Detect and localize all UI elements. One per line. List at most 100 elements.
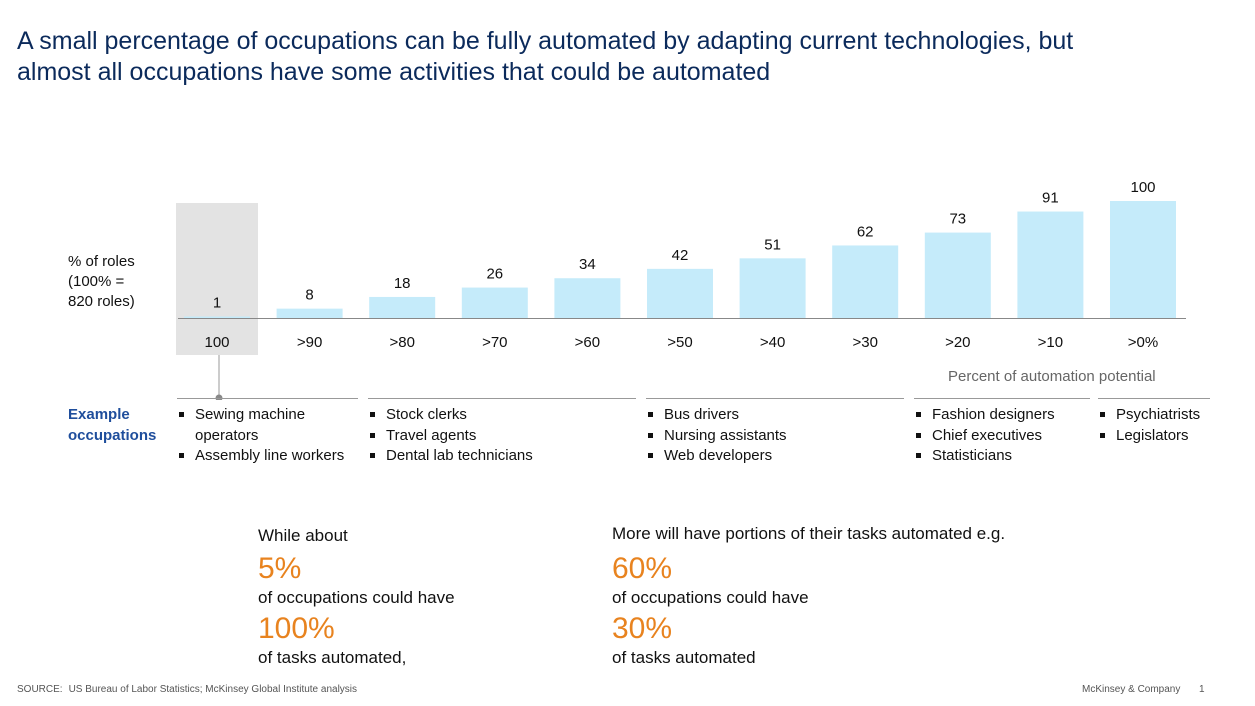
group-line-4 [914,398,1090,399]
occupation-text: Assembly line workers [195,447,345,464]
category-label-10: >0% [1128,334,1158,351]
y-axis-label-line-2: (100% = [68,273,125,290]
bar-10 [1110,201,1176,318]
occupation-text: Dental lab technicians [386,447,533,464]
source-text: US Bureau of Labor Statistics; McKinsey … [68,684,358,695]
callout-left-big-2: 100% [258,612,335,645]
bar-value-label-8: 73 [949,211,966,228]
callout-right-big-2: 30% [612,612,673,645]
bar-7 [832,245,899,318]
bar-value-label-7: 62 [857,223,874,240]
group-line-5 [1098,398,1210,399]
occupation-item: Psychiatrists [1098,405,1200,426]
occupation-group-2: Stock clerks Travel agents Dental lab tech… [368,405,533,467]
occupation-group-5: Psychiatrists Legislators [1098,405,1200,446]
group-line-1 [177,398,358,399]
group-line-2 [368,398,636,399]
x-axis-caption: Percent of automation potential [948,368,1156,385]
category-label-1: >90 [297,334,322,351]
bar-3 [461,287,528,318]
title-line-2: almost all occupations have some activit… [17,58,771,86]
bar-chart: 1 100 8 >90 18 >80 26 >70 34 >60 42 >50 51 >40 62 >30 73… [176,179,1186,400]
callout-right-end: of tasks automated [612,648,756,667]
occupation-item: Bus drivers [646,405,787,426]
example-label-line-1: Example [68,406,130,423]
category-label-0: 100 [204,334,229,351]
occupation-text: Bus drivers [664,406,740,423]
callout-left-mid: of occupations could have [258,588,455,607]
highlight-box [176,203,258,355]
category-label-8: >20 [945,334,970,351]
bar-value-label-5: 42 [672,247,689,264]
y-axis-label-line-3: 820 roles) [68,293,135,310]
group-line-3 [646,398,904,399]
occupation-text: Fashion designers [932,406,1055,423]
callout-right-big-1: 60% [612,552,673,585]
category-label-9: >10 [1038,334,1063,351]
category-label-7: >30 [852,334,877,351]
occupation-item: Fashion designers [914,405,1055,426]
occupation-group-1: Sewing machine operators Assembly line wor… [177,405,344,467]
bar-6 [739,258,806,318]
occupation-text: Web developers [664,447,773,464]
callout-right-intro: More will have portions of their tasks a… [612,524,1006,543]
bar-value-label-2: 18 [394,275,411,292]
page-title: A small percentage of occupations can be… [17,26,1237,88]
occupation-item: Sewing machine operators [177,405,344,446]
category-label-2: >80 [389,334,414,351]
occupation-text: Legislators [1116,426,1189,444]
occupation-text: Stock clerks [386,406,467,423]
occupation-text: operators [195,426,259,444]
category-label-6: >40 [760,334,785,351]
category-label-3: >70 [482,334,507,351]
occupation-item: Statisticians [914,446,1055,467]
bar-0 [184,316,250,318]
bar-value-label-3: 26 [486,266,503,283]
occupation-item: Travel agents [368,426,533,447]
occupation-text: Statisticians [932,447,1013,464]
occupation-item: Chief executives [914,426,1055,447]
source-note: SOURCE: US Bureau of Labor Statistics; Mc… [17,684,357,695]
occupation-item: Nursing assistants [646,426,787,447]
occupation-item: Stock clerks [368,405,533,426]
bar-9 [1017,211,1084,318]
bar-2 [369,296,436,318]
callout-right-mid: of occupations could have [612,588,809,607]
bar-value-label-9: 91 [1042,190,1059,207]
bar-value-label-0: 1 [213,295,221,312]
callout-left-intro: While about [258,526,348,545]
y-axis-label: % of roles (100% = 820 roles) [68,252,135,312]
occupation-text: Nursing assistants [664,426,787,444]
bar-value-label-10: 100 [1130,179,1155,196]
page-number: 1 [1199,684,1205,695]
occupation-item: Web developers [646,446,787,467]
callout-left-end: of tasks automated, [258,648,407,667]
category-label-4: >60 [575,334,600,351]
occupation-item: Dental lab technicians [368,446,533,467]
occupation-text: Chief executives [932,426,1043,444]
callout-right: More will have portions of their tasks a… [612,523,1005,669]
title-line-1: A small percentage of occupations can be… [17,27,1074,55]
occupation-group-4: Fashion designers Chief executives Statist… [914,405,1055,467]
occupation-text: Travel agents [386,426,477,444]
occupation-text: Psychiatrists [1116,406,1201,423]
occupation-item: Legislators [1098,426,1200,447]
bar-1 [276,308,343,318]
bar-value-label-4: 34 [579,256,596,273]
bar-4 [554,278,621,318]
callout-left-big-1: 5% [258,552,302,585]
brand-name: McKinsey & Company [1082,684,1181,695]
occupation-text: Sewing machine [195,406,306,423]
source-label: SOURCE: [17,684,63,695]
bar-value-label-6: 51 [764,236,781,253]
bar-5 [647,268,713,318]
bar-8 [924,232,991,318]
example-label-line-2: occupations [68,427,157,444]
occupation-item: Assembly line workers [177,446,344,467]
callout-left: While about 5% of occupations could have… [258,525,455,669]
example-occupations-label: Example occupations [68,404,156,446]
occupation-group-3: Bus drivers Nursing assistants Web develop… [646,405,787,467]
category-label-5: >50 [667,334,692,351]
y-axis-label-line-1: % of roles [68,253,135,270]
bar-value-label-1: 8 [305,287,313,304]
